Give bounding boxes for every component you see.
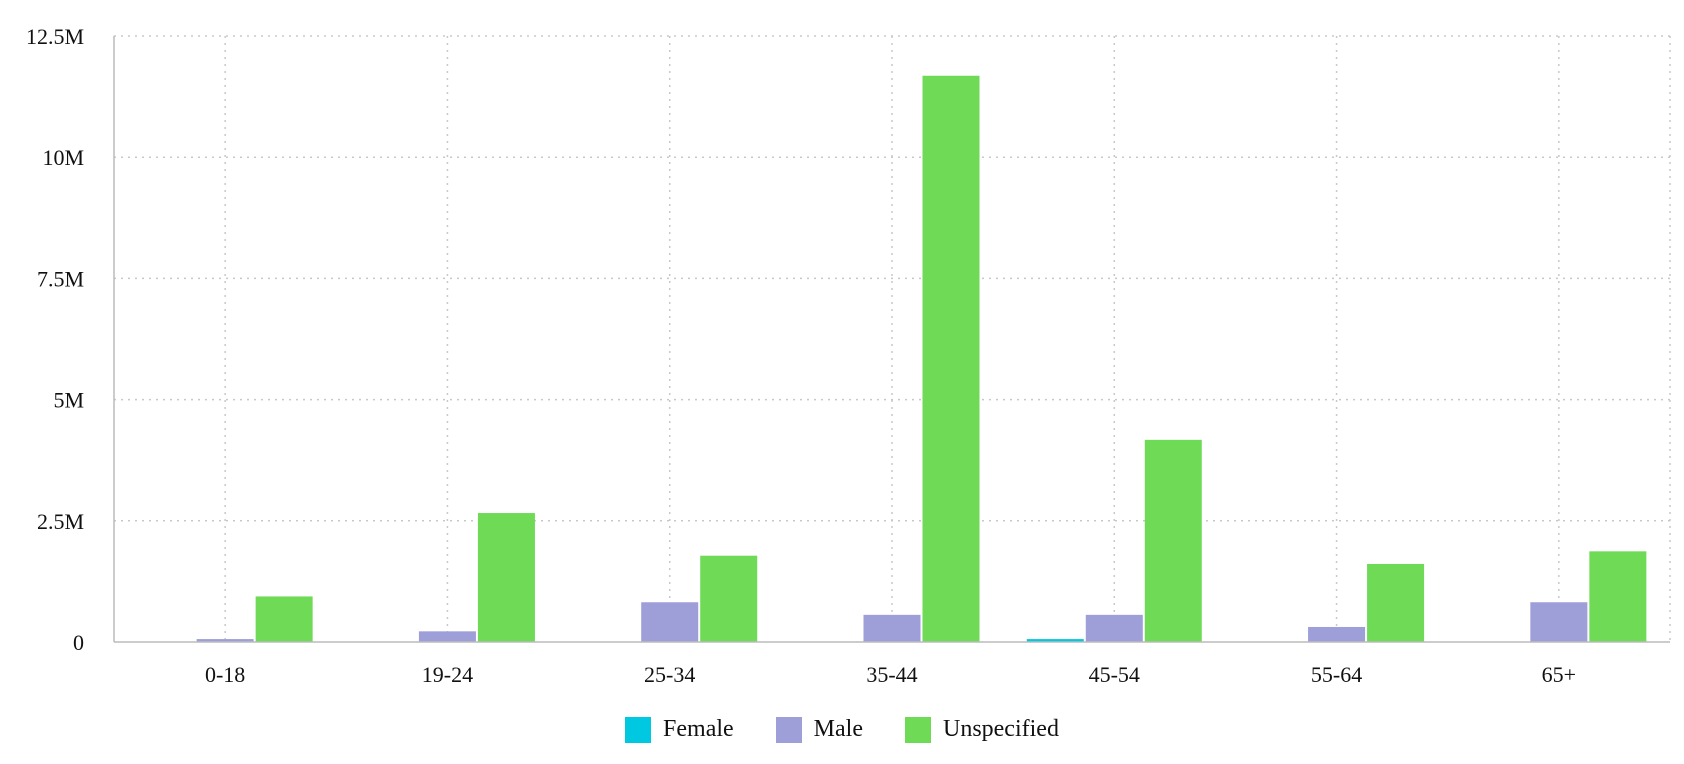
bar-chart: 0 2.5M 5M 7.5M 10M 12.5M 0-18 19-24 25-34 35-44 4… <box>26 24 1671 687</box>
bar-unspecified-19-24 <box>477 513 535 642</box>
x-tick-label: 35-44 <box>866 662 917 687</box>
y-tick-label: 7.5M <box>37 266 84 291</box>
y-tick-label: 12.5M <box>26 24 84 49</box>
bar-male-19-24 <box>418 631 476 642</box>
x-tick-label: 65+ <box>1542 662 1576 687</box>
legend-swatch <box>775 716 802 743</box>
x-tick-label: 19-24 <box>422 662 473 687</box>
bar-male-35-44 <box>863 614 921 642</box>
bar-female-45-54 <box>1026 639 1084 642</box>
bars <box>196 75 1647 642</box>
y-tick-label: 10M <box>42 145 84 170</box>
legend-item-male[interactable]: Male <box>775 716 863 743</box>
legend-swatch <box>904 716 931 743</box>
x-tick-labels: 0-18 19-24 25-34 35-44 45-54 55-64 65+ <box>205 662 1576 687</box>
legend: Female Male Unspecified <box>0 716 1684 743</box>
legend-item-female[interactable]: Female <box>625 716 734 743</box>
x-tick-label: 55-64 <box>1311 662 1362 687</box>
bar-unspecified-25-34 <box>700 555 758 642</box>
grid-lines <box>114 35 1671 642</box>
y-tick-label: 5M <box>53 388 84 413</box>
x-tick-label: 0-18 <box>205 662 245 687</box>
y-tick-label: 2.5M <box>37 509 84 534</box>
bar-unspecified-0-18 <box>255 596 313 642</box>
bar-male-55-64 <box>1308 626 1366 642</box>
bar-unspecified-45-54 <box>1144 439 1202 642</box>
bar-male-45-54 <box>1085 614 1143 642</box>
bar-male-25-34 <box>641 602 699 642</box>
legend-label: Male <box>813 716 863 742</box>
x-tick-label: 45-54 <box>1089 662 1140 687</box>
y-tick-label: 0 <box>73 630 84 655</box>
axes <box>113 36 1670 643</box>
legend-swatch <box>625 716 652 743</box>
x-tick-label: 25-34 <box>644 662 695 687</box>
bar-male-0-18 <box>196 639 254 642</box>
legend-label: Unspecified <box>942 716 1059 742</box>
y-tick-labels: 0 2.5M 5M 7.5M 10M 12.5M <box>26 24 84 655</box>
legend-label: Female <box>663 716 734 742</box>
legend-item-unspecified[interactable]: Unspecified <box>904 716 1059 743</box>
bar-unspecified-55-64 <box>1367 563 1425 642</box>
bar-unspecified-35-44 <box>922 75 980 642</box>
bar-unspecified-65+ <box>1589 551 1647 642</box>
bar-male-65+ <box>1530 602 1588 642</box>
